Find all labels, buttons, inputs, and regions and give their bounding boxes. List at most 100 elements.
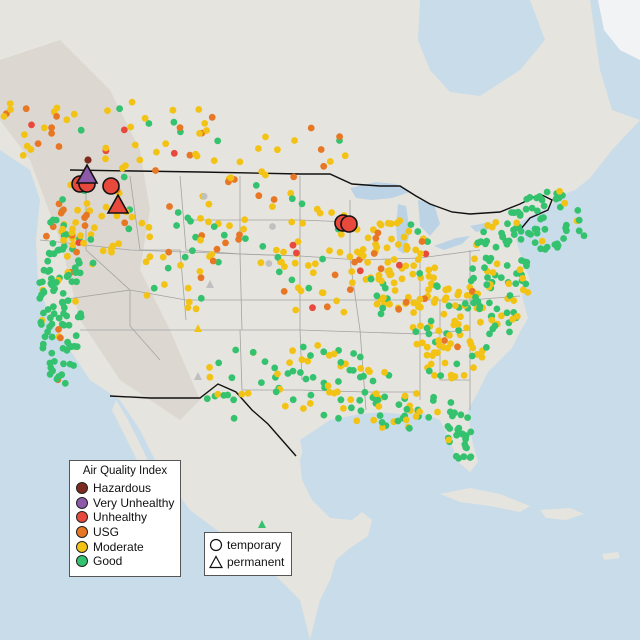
monitor-dot (476, 305, 483, 313)
monitor-dot (127, 123, 135, 131)
monitor-dot (220, 231, 228, 239)
legend-item-label: Unhealthy (93, 510, 148, 525)
monitor-dot (299, 343, 307, 351)
legend-item-label: Very Unhealthy (93, 495, 175, 510)
monitor-dot (48, 124, 55, 132)
monitor-dot (23, 142, 31, 150)
monitor-dot (275, 268, 283, 276)
monitor-dot (128, 213, 136, 221)
monitor-dot (480, 228, 487, 236)
monitor-dot (374, 229, 382, 237)
monitor-dot (454, 343, 461, 351)
monitor-dot (249, 348, 257, 356)
monitor-dot (87, 231, 95, 239)
monitor-dot (372, 234, 380, 242)
monitor-dot (304, 357, 312, 365)
monitor-dot (55, 143, 63, 150)
monitor-dot (373, 300, 381, 308)
monitor-dot (574, 207, 582, 214)
monitor-dot (286, 359, 293, 366)
monitor-dot (288, 195, 296, 203)
monitor-dot (462, 443, 470, 451)
monitor-dot (55, 246, 63, 254)
monitor-dot (55, 314, 63, 322)
monitor-dot (98, 212, 106, 220)
monitor-dot (512, 280, 520, 287)
monitor-dot (210, 223, 218, 231)
permanent-monitor-marker (106, 193, 130, 214)
monitor-dot (91, 224, 98, 232)
monitor-dot (482, 240, 489, 248)
monitor-dot (453, 360, 461, 368)
monitor-dot (445, 302, 453, 310)
monitor-dot (390, 279, 398, 287)
monitor-dot (445, 436, 453, 444)
monitor-dot (462, 435, 469, 443)
monitor-dot (348, 279, 356, 287)
circle-icon (209, 538, 223, 551)
monitor-dot (136, 156, 144, 164)
monitor-dot (48, 130, 55, 137)
monitor-dot (541, 225, 549, 233)
very-unhealthy-swatch (76, 496, 88, 509)
monitor-dot (146, 253, 154, 261)
monitor-dot (516, 210, 524, 218)
monitor-dot (449, 412, 456, 420)
monitor-dot (206, 364, 213, 371)
monitor-dot (307, 124, 315, 132)
monitor-dot (36, 294, 44, 302)
monitor-dot (367, 275, 375, 283)
monitor-dot (28, 121, 35, 129)
monitor-dot (410, 262, 418, 269)
monitor-dot (262, 133, 269, 141)
monitor-dot (440, 310, 448, 318)
monitor-dot (159, 253, 167, 261)
hazardous-swatch (76, 482, 88, 495)
monitor-dot (187, 217, 194, 225)
monitor-dot (330, 350, 338, 358)
monitor-dot (215, 258, 222, 266)
monitor-dot (503, 309, 511, 317)
triangle-icon (209, 554, 223, 568)
monitor-dot (48, 275, 55, 282)
monitor-dot (346, 286, 354, 293)
monitor-dot (141, 114, 149, 122)
monitor-dot (348, 268, 356, 275)
monitor-dot (300, 405, 307, 412)
monitor-dot (209, 257, 217, 265)
monitor-dot (153, 148, 160, 156)
monitor-dot (493, 260, 501, 268)
monitor-dot (335, 414, 342, 422)
monitor-dot (388, 235, 395, 243)
legend-item-label: Moderate (93, 539, 144, 554)
monitor-dot (7, 106, 14, 113)
monitor-dot (73, 248, 80, 256)
monitor-dot (356, 373, 364, 381)
monitor-dot (373, 292, 381, 300)
monitor-dot (44, 306, 52, 313)
monitor-dot (391, 287, 399, 294)
monitor-dot (386, 300, 393, 308)
monitor-dot (258, 379, 265, 386)
monitor-dot (395, 401, 403, 408)
monitor-dot (491, 322, 499, 330)
monitor-dot (378, 424, 386, 431)
unhealthy-swatch (76, 511, 88, 524)
monitor-dot (34, 140, 42, 148)
monitor-dot (289, 367, 297, 375)
monitor-dot (53, 113, 60, 120)
monitor-dot (269, 223, 276, 230)
monitor-dot (210, 157, 218, 165)
monitor-dot (208, 251, 216, 258)
monitor-dot (121, 219, 129, 227)
monitor-dot (417, 250, 424, 257)
monitor-dot (533, 207, 541, 215)
monitor-dot (580, 232, 588, 240)
monitor-dot (540, 202, 548, 210)
monitor-dot (53, 279, 60, 286)
monitor-dot (413, 390, 420, 397)
monitor-dot (205, 200, 213, 208)
monitor-dot (441, 359, 449, 367)
monitor-dot (280, 288, 288, 295)
monitor-dot (431, 264, 439, 272)
